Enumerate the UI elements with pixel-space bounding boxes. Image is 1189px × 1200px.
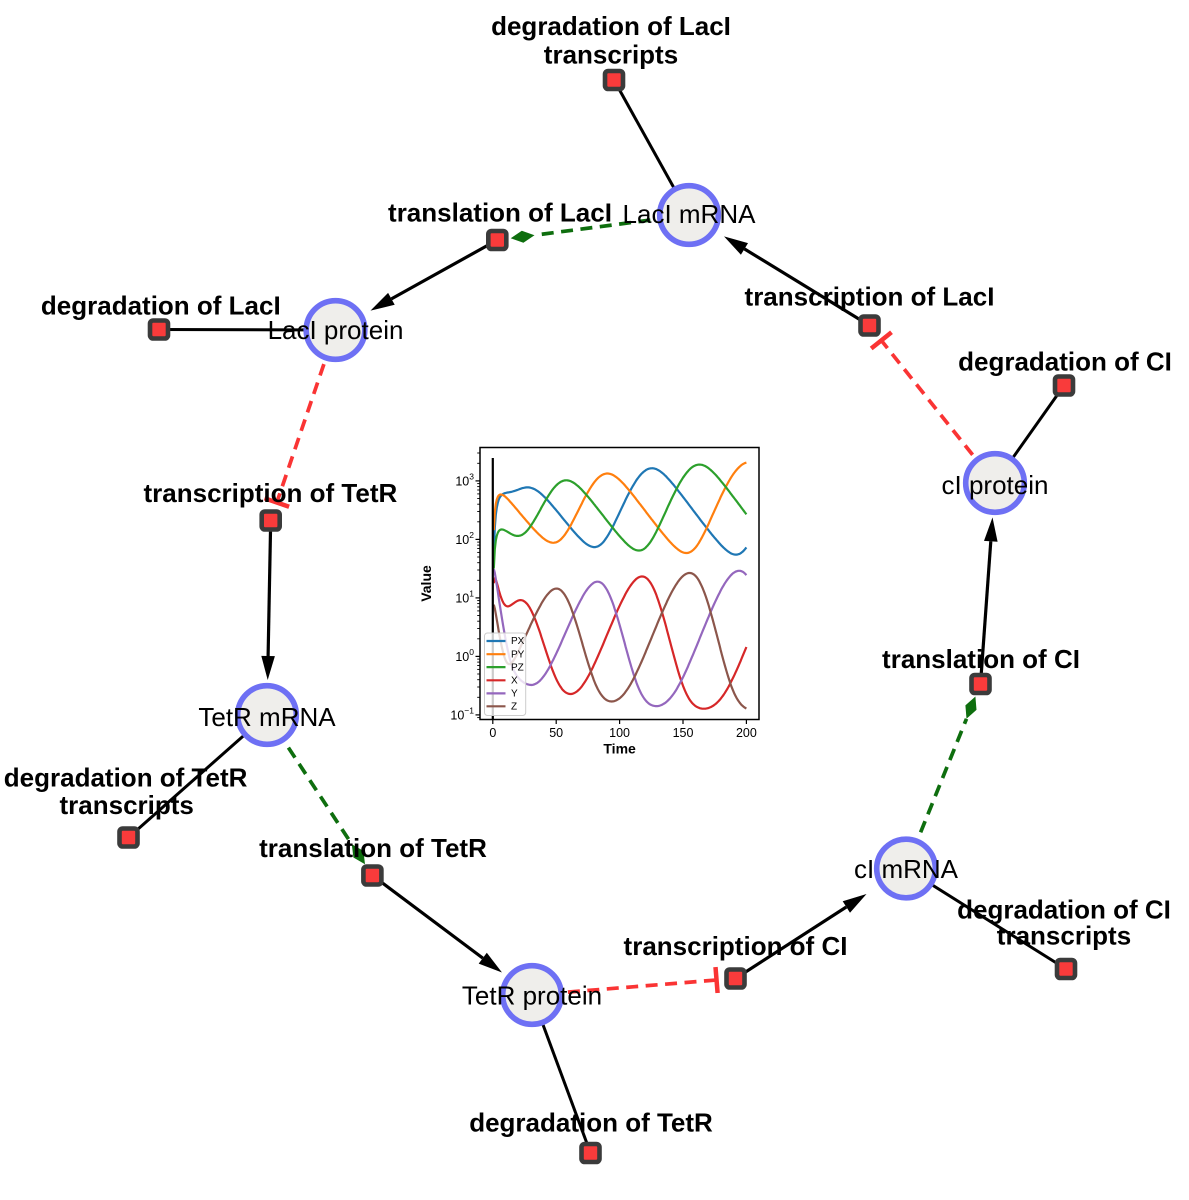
svg-text:Time: Time <box>603 740 636 756</box>
svg-text:cI mRNA: cI mRNA <box>854 854 959 884</box>
svg-text:50: 50 <box>549 726 563 740</box>
svg-text:degradation of TetR: degradation of TetR <box>4 762 248 792</box>
svg-text:100: 100 <box>609 726 630 740</box>
svg-text:translation of TetR: translation of TetR <box>259 833 487 863</box>
svg-text:200: 200 <box>736 726 757 740</box>
svg-text:cI protein: cI protein <box>942 470 1049 500</box>
svg-text:PY: PY <box>511 649 525 660</box>
svg-text:0: 0 <box>489 726 496 740</box>
svg-text:degradation of LacI: degradation of LacI <box>491 11 731 41</box>
svg-text:degradation of CI: degradation of CI <box>957 894 1171 924</box>
svg-text:transcription of LacI: transcription of LacI <box>745 281 995 311</box>
svg-text:Z: Z <box>511 702 517 713</box>
svg-text:Y: Y <box>511 689 518 700</box>
svg-text:translation of CI: translation of CI <box>882 644 1080 674</box>
svg-text:TetR mRNA: TetR mRNA <box>198 702 336 732</box>
svg-text:transcripts: transcripts <box>60 790 194 820</box>
svg-text:TetR protein: TetR protein <box>462 981 602 1011</box>
svg-text:degradation of TetR: degradation of TetR <box>469 1107 713 1137</box>
svg-text:transcripts: transcripts <box>997 921 1131 951</box>
svg-text:PZ: PZ <box>511 662 524 673</box>
svg-text:transcription of CI: transcription of CI <box>624 931 848 961</box>
svg-text:translation of LacI: translation of LacI <box>388 197 612 227</box>
svg-text:LacI protein: LacI protein <box>268 315 404 345</box>
svg-text:150: 150 <box>673 726 694 740</box>
svg-text:transcription of TetR: transcription of TetR <box>144 478 398 508</box>
svg-text:Value: Value <box>418 565 434 602</box>
svg-text:PX: PX <box>511 636 525 647</box>
svg-text:degradation of LacI: degradation of LacI <box>41 290 281 320</box>
svg-text:transcripts: transcripts <box>544 39 678 69</box>
svg-text:degradation of CI: degradation of CI <box>958 346 1172 376</box>
svg-text:LacI mRNA: LacI mRNA <box>623 199 757 229</box>
svg-text:X: X <box>511 676 518 687</box>
